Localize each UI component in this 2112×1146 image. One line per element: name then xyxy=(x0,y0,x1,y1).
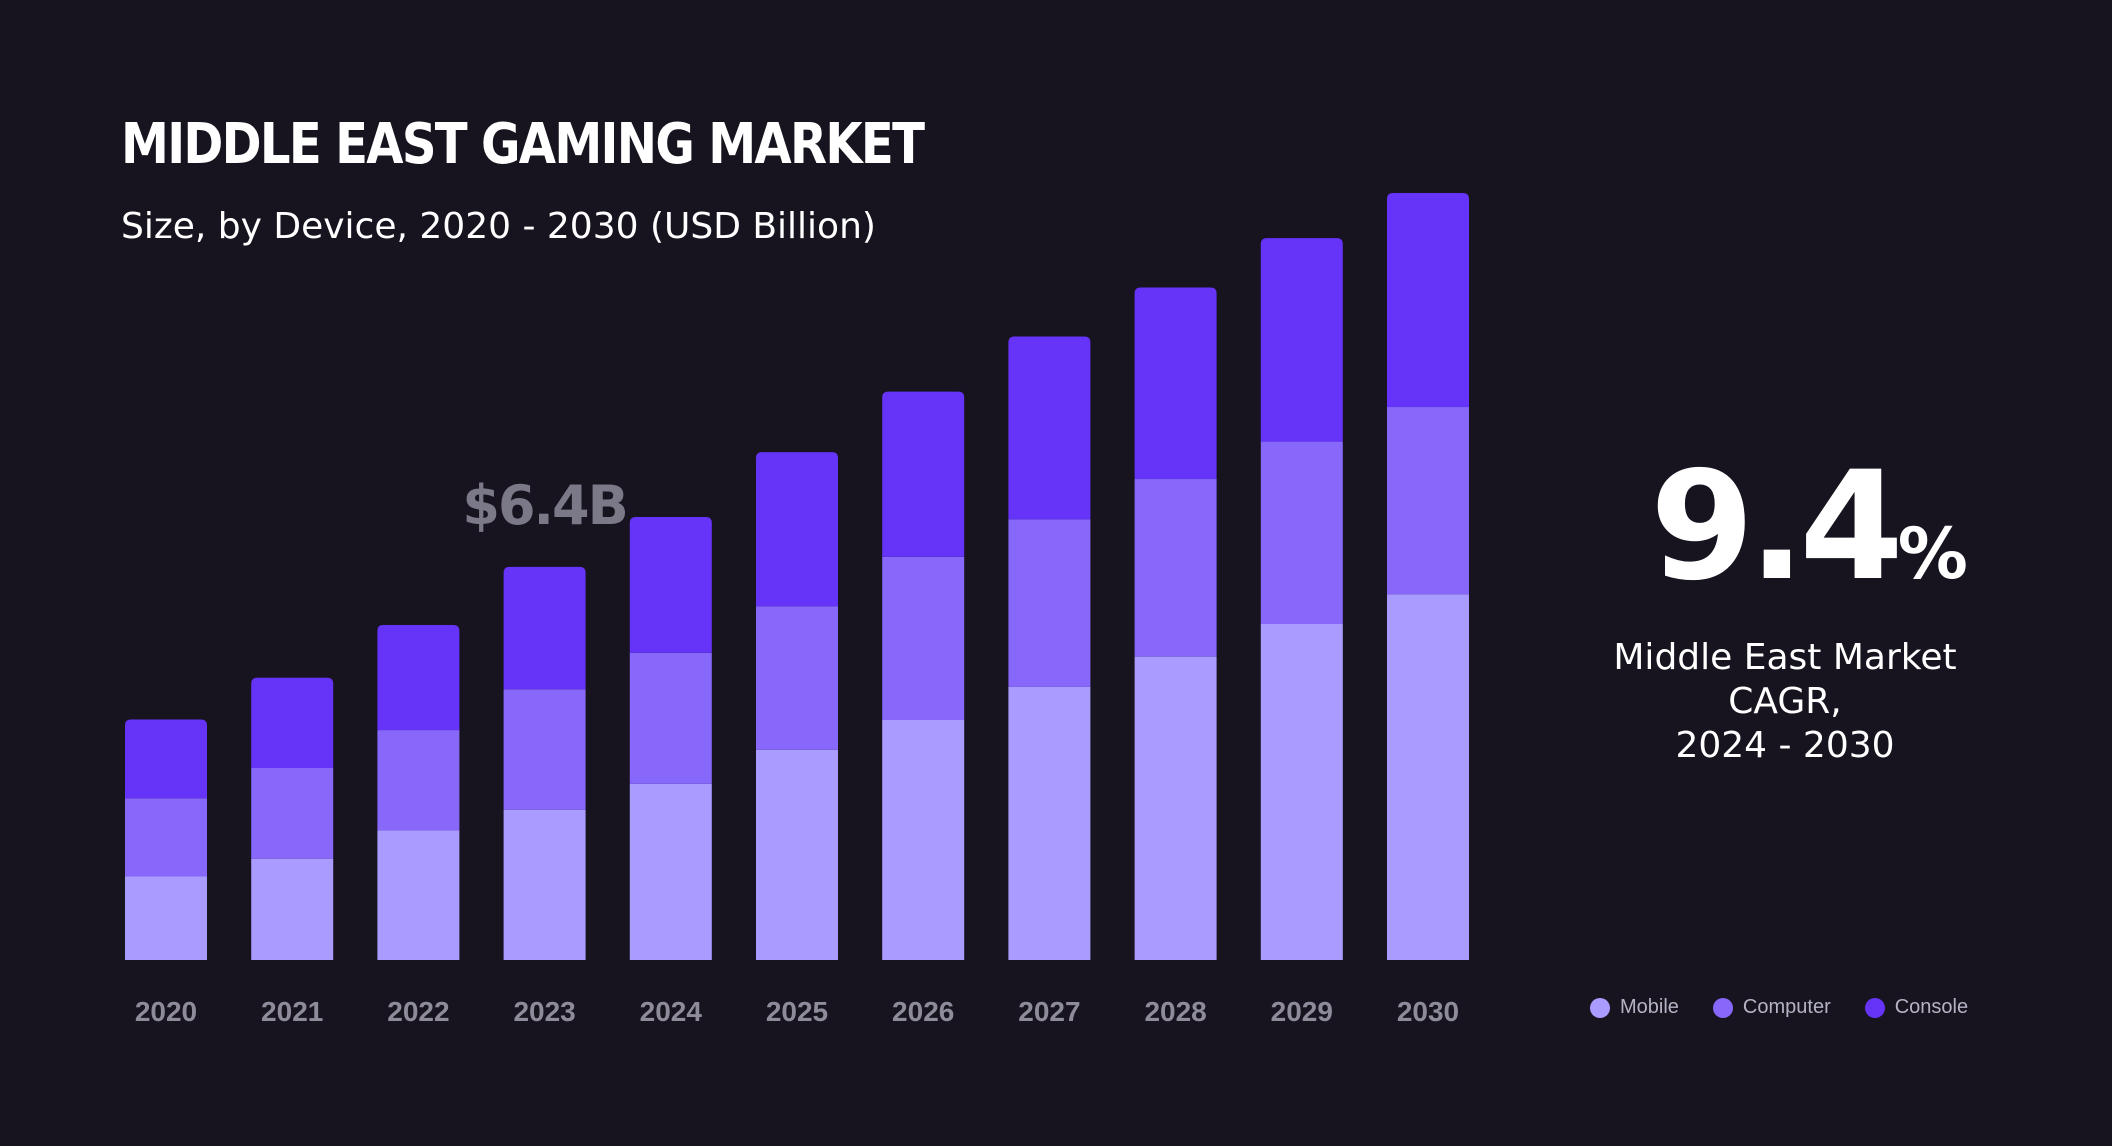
bar-console-2025 xyxy=(756,452,838,607)
annotation-label: $6.4B xyxy=(462,474,626,537)
bar-console-2026 xyxy=(882,391,965,557)
bar-mobile-2027 xyxy=(1008,686,1091,960)
chart-subtitle: Size, by Device, 2020 - 2030 (USD Billio… xyxy=(121,206,876,247)
cagr-label-line-1: Middle East Market xyxy=(1613,637,1957,678)
cagr-label-line-3: 2024 - 2030 xyxy=(1675,725,1895,766)
bar-console-2024 xyxy=(629,516,712,653)
bar-mobile-2029 xyxy=(1260,624,1343,960)
x-tick-label-2020: 2020 xyxy=(135,996,197,1027)
x-tick-label-2024: 2024 xyxy=(640,996,703,1027)
bar-mobile-2022 xyxy=(377,830,460,960)
bar-computer-2020 xyxy=(125,798,207,877)
chart-legend: Mobile Computer Console xyxy=(1590,996,1968,1019)
legend-item-computer: Computer xyxy=(1712,996,1831,1019)
bar-computer-2028 xyxy=(1134,479,1217,657)
x-tick-label-2026: 2026 xyxy=(892,996,954,1027)
legend-dot-mobile xyxy=(1590,997,1610,1018)
x-tick-label-2029: 2029 xyxy=(1271,996,1333,1027)
bar-computer-2027 xyxy=(1008,519,1091,687)
legend-label-computer: Computer xyxy=(1742,996,1831,1018)
bar-computer-2030 xyxy=(1387,407,1469,595)
x-tick-label-2022: 2022 xyxy=(387,996,449,1027)
cagr-percent-sign: % xyxy=(1897,513,1968,595)
legend-item-console: Console xyxy=(1864,996,1969,1019)
bar-computer-2026 xyxy=(882,556,965,720)
legend-item-mobile: Mobile xyxy=(1590,996,1679,1019)
cagr-value: 9.4% xyxy=(1650,452,1968,602)
bar-mobile-2028 xyxy=(1134,656,1217,960)
bar-mobile-2030 xyxy=(1387,594,1469,960)
bar-mobile-2026 xyxy=(882,720,965,960)
x-tick-label-2023: 2023 xyxy=(513,996,575,1027)
chart-title: MIDDLE EAST GAMING MARKET xyxy=(121,112,925,177)
cagr-label: Middle East Market CAGR, 2024 - 2030 xyxy=(1580,636,1990,768)
bar-console-2030 xyxy=(1387,192,1469,408)
bar-console-2028 xyxy=(1134,287,1217,480)
bar-mobile-2023 xyxy=(503,809,586,960)
bar-console-2023 xyxy=(503,566,586,690)
legend-label-mobile: Mobile xyxy=(1620,996,1679,1018)
bar-console-2027 xyxy=(1008,336,1091,520)
bar-computer-2023 xyxy=(503,689,586,810)
bar-computer-2025 xyxy=(756,606,838,750)
bar-computer-2024 xyxy=(629,652,712,784)
x-tick-label-2025: 2025 xyxy=(766,996,828,1027)
x-tick-label-2021: 2021 xyxy=(261,996,323,1027)
bar-computer-2021 xyxy=(251,768,334,859)
stacked-bar-chart: 2020 2021 2022 2023 2024 2025 2026 2027 2028 2029… xyxy=(125,192,1469,1027)
bar-computer-2029 xyxy=(1260,441,1343,624)
bar-console-2021 xyxy=(251,677,334,768)
legend-dot-console xyxy=(1864,997,1885,1018)
cagr-number: 9.4 xyxy=(1650,440,1904,614)
bar-console-2022 xyxy=(377,624,460,731)
x-tick-label-2027: 2027 xyxy=(1018,996,1080,1027)
bar-mobile-2025 xyxy=(756,749,838,960)
x-tick-label-2028: 2028 xyxy=(1144,996,1206,1027)
bar-computer-2022 xyxy=(377,730,460,831)
legend-label-console: Console xyxy=(1894,996,1969,1018)
bar-mobile-2024 xyxy=(629,783,712,960)
bar-mobile-2020 xyxy=(125,876,207,960)
x-tick-label-2030: 2030 xyxy=(1397,996,1459,1027)
legend-dot-computer xyxy=(1712,997,1733,1018)
bar-console-2029 xyxy=(1260,238,1343,442)
bar-mobile-2021 xyxy=(251,858,334,960)
bar-console-2020 xyxy=(125,719,207,799)
cagr-label-line-2: CAGR, xyxy=(1728,681,1842,722)
